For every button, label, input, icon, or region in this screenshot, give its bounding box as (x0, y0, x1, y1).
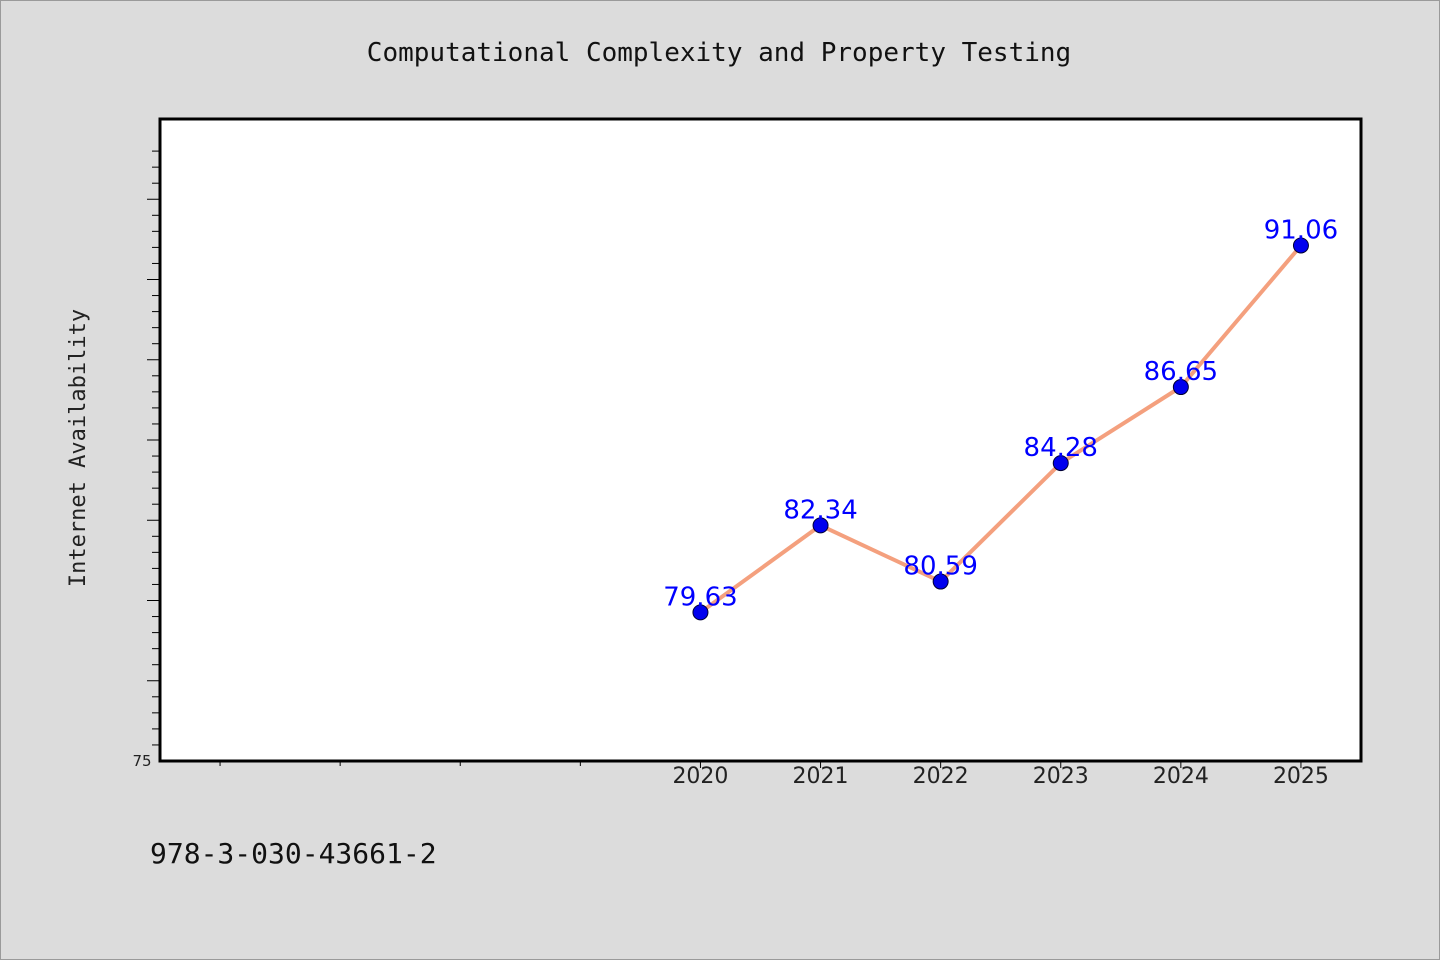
data-label: 91.06 (1264, 215, 1338, 245)
chart-title: Computational Complexity and Property Te… (367, 38, 1071, 68)
data-label: 80.59 (903, 552, 977, 582)
data-labels: 79.63 82.34 80.59 84.28 86.65 91.06 (663, 215, 1338, 612)
x-tick-label: 2025 (1273, 764, 1329, 789)
x-tick-label: 2020 (672, 764, 728, 789)
series-markers (692, 237, 1309, 621)
data-point (1172, 379, 1189, 396)
series-line (699, 244, 1303, 615)
isbn-label: 978-3-030-43661-2 (150, 837, 437, 870)
x-tick-label: 2021 (793, 764, 849, 789)
x-tick-label: 2024 (1153, 764, 1209, 789)
series-line-group (699, 244, 1303, 615)
y-tick-label: 75 (132, 752, 151, 770)
data-point (812, 517, 829, 534)
data-label: 82.34 (783, 495, 857, 525)
y-axis-label: Internet Availability (66, 309, 91, 587)
data-point (1292, 237, 1309, 254)
plot-area (158, 117, 1363, 763)
data-point (932, 573, 949, 590)
x-tick-label: 2022 (913, 764, 969, 789)
x-axis-minor-ticks (219, 761, 581, 766)
data-label: 84.28 (1024, 433, 1098, 463)
x-axis-ticks: 2020 2021 2022 2023 2024 2025 (672, 761, 1329, 789)
data-point (1052, 455, 1069, 472)
data-label: 86.65 (1144, 357, 1218, 387)
y-axis-ticks (147, 150, 160, 746)
x-tick-label: 2023 (1033, 764, 1089, 789)
data-point (692, 604, 709, 621)
data-label: 79.63 (663, 582, 737, 612)
